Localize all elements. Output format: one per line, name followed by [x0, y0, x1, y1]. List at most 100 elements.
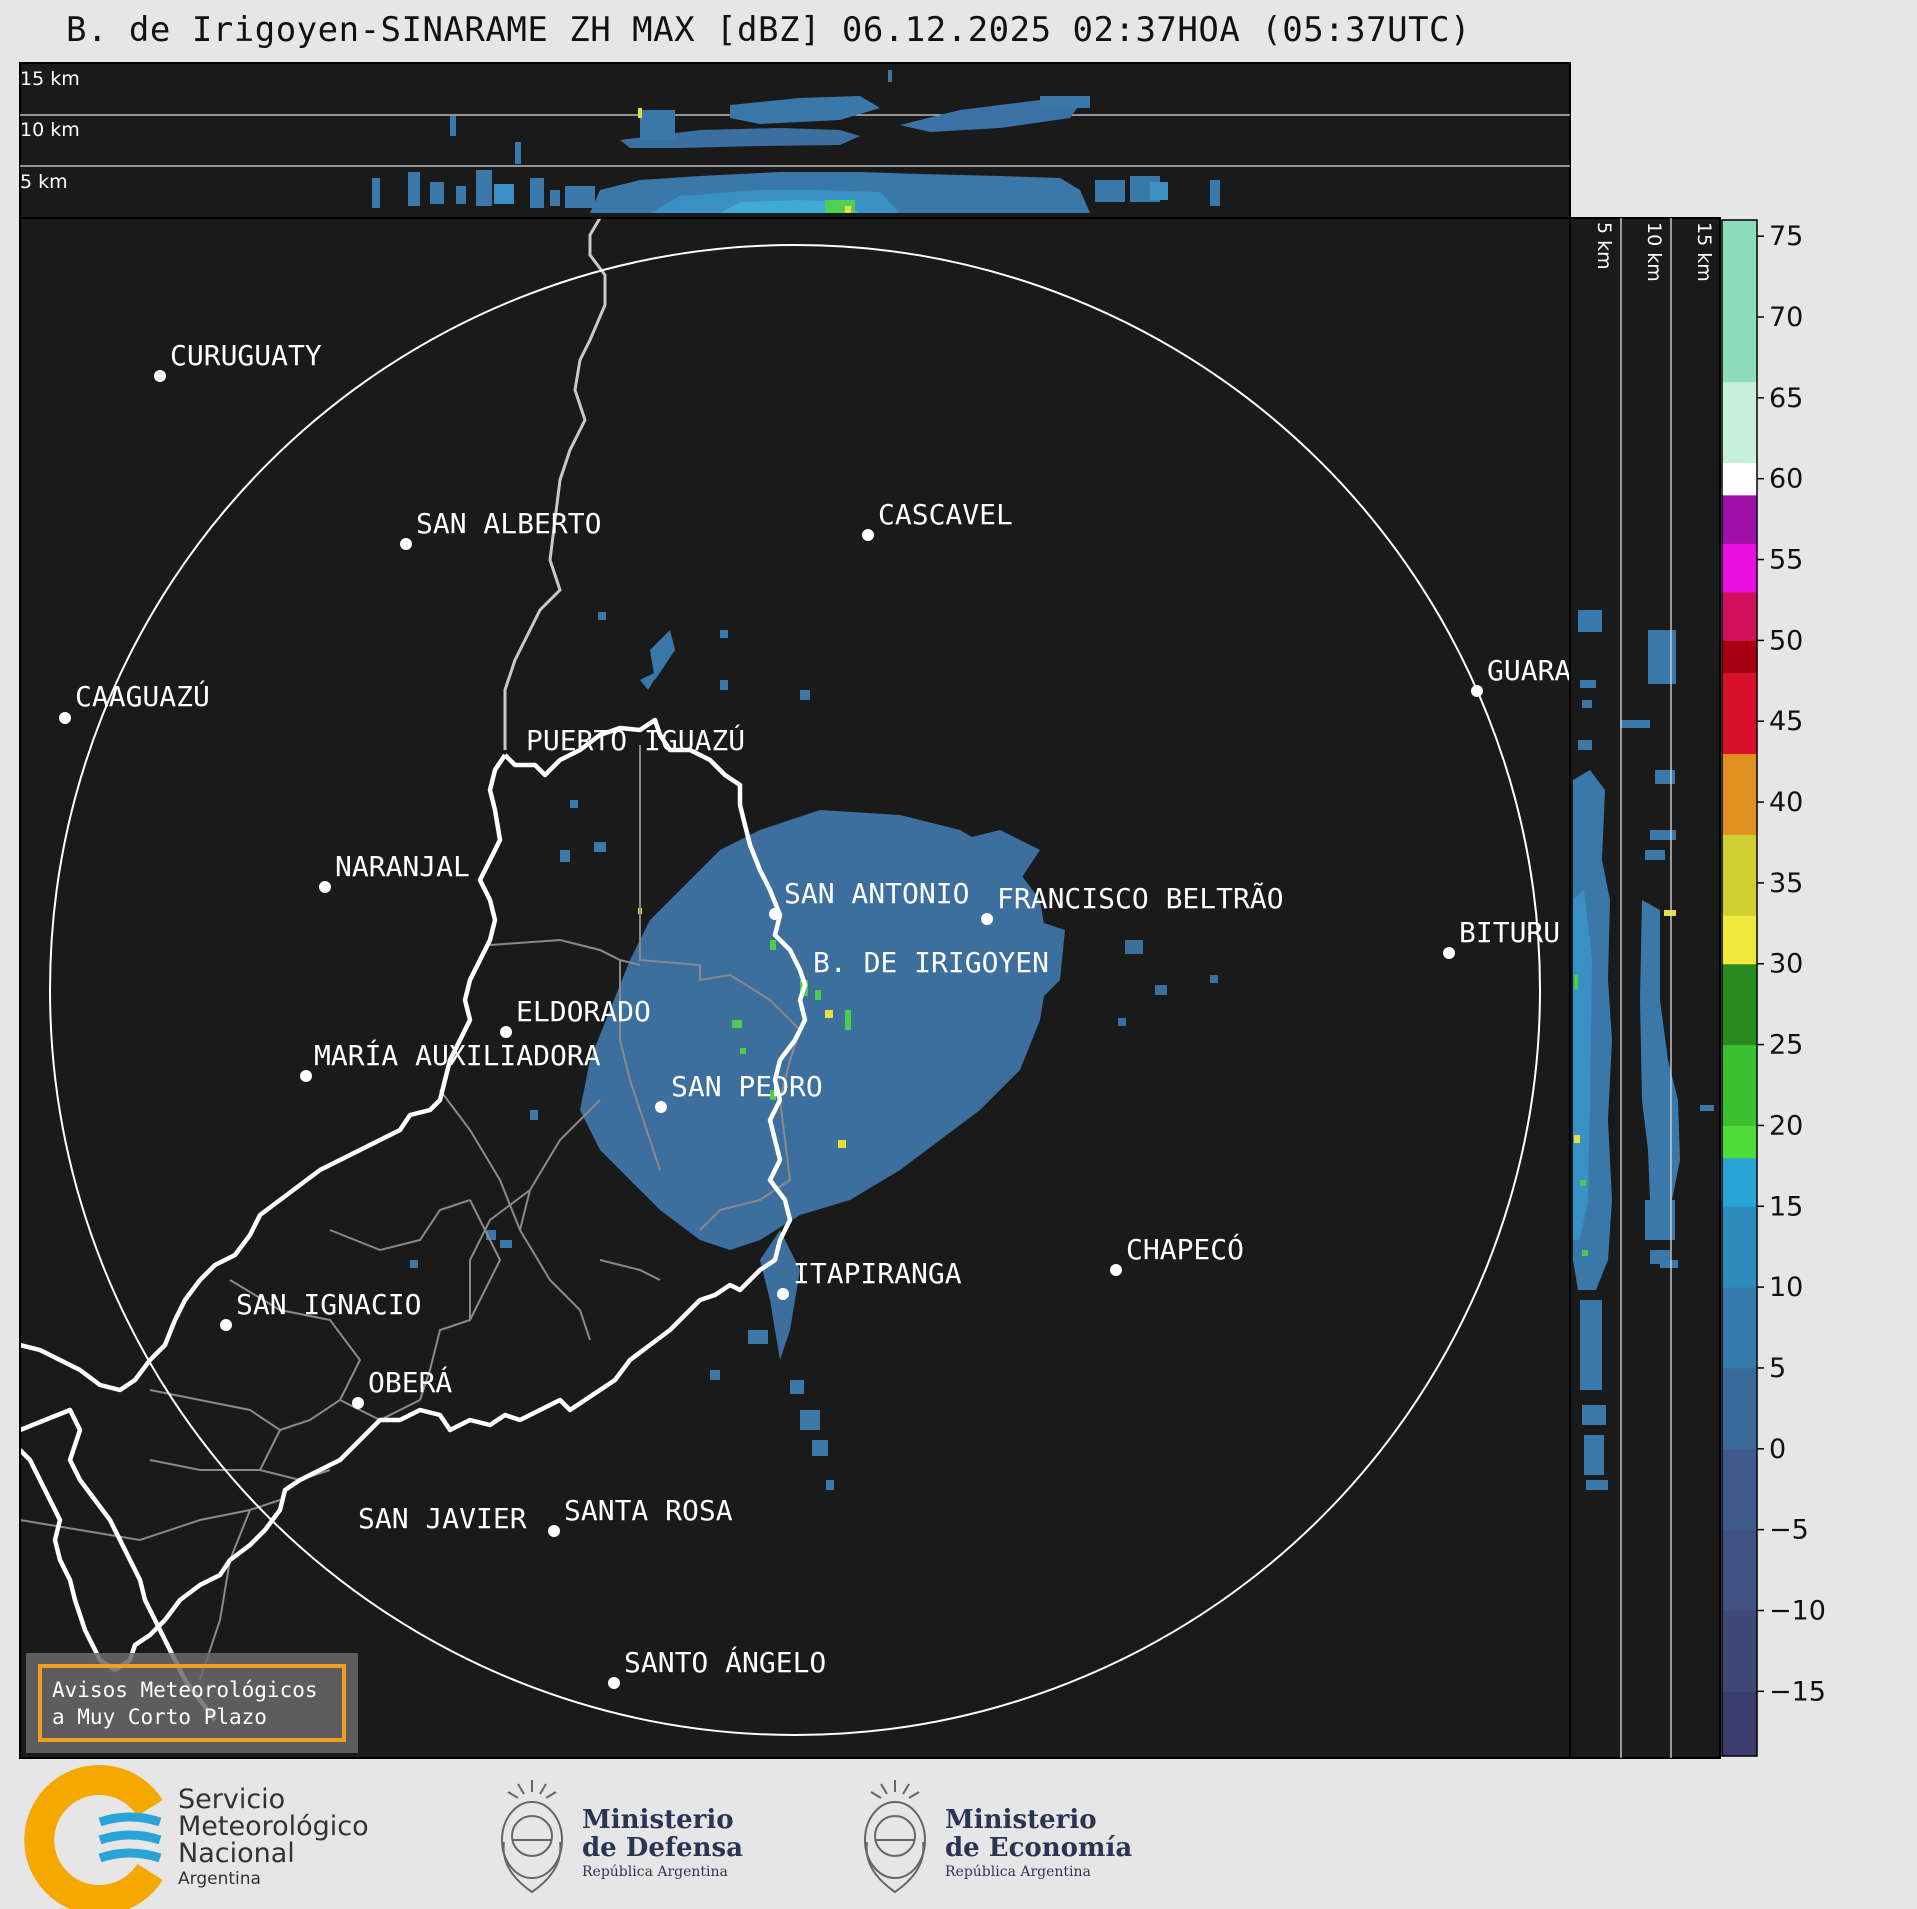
- city-label-bituru: BITURU: [1459, 916, 1560, 949]
- city-dot-caaguazu: [59, 712, 71, 724]
- city-label-francisco-beltrao: FRANCISCO BELTRÃO: [997, 882, 1284, 915]
- city-label-cascavel: CASCAVEL: [878, 498, 1013, 531]
- colorbar-band: [1722, 753, 1757, 835]
- city-label-itapiranga: ITAPIRANGA: [793, 1257, 962, 1290]
- economia-text-2: de Economía: [945, 1833, 1132, 1863]
- city-dot-obera: [352, 1397, 364, 1409]
- defensa-text-1: Ministerio: [582, 1805, 734, 1835]
- colorbar-tick-label: 30: [1769, 949, 1803, 980]
- colorbar-band: [1722, 834, 1757, 916]
- city-label-santo-angelo: SANTO ÁNGELO: [624, 1645, 826, 1679]
- top-profile-label-10km: 10 km: [20, 119, 80, 141]
- argentina-coat-of-arms-icon: [501, 1780, 563, 1894]
- city-dot-santa-rosa: [548, 1525, 560, 1537]
- colorbar-tick-label: 10: [1769, 1272, 1803, 1303]
- page-title: B. de Irigoyen-SINARAME ZH MAX [dBZ] 06.…: [66, 10, 1471, 50]
- colorbar-tick-label: 0: [1769, 1434, 1786, 1465]
- city-label-curuguaty: CURUGUATY: [170, 339, 322, 372]
- colorbar-frame: [1721, 219, 1758, 1757]
- smn-text-4: Argentina: [178, 1869, 261, 1889]
- city-label-b-de-irigoyen: B. DE IRIGOYEN: [813, 946, 1049, 979]
- misiones-west-border: [20, 753, 507, 1393]
- top-profile-label-15km: 15 km: [20, 68, 80, 90]
- colorbar-band: [1722, 1125, 1757, 1159]
- defensa-text-2: de Defensa: [582, 1833, 743, 1863]
- city-label-chapeco: CHAPECÓ: [1126, 1232, 1244, 1266]
- city-dot-curuguaty: [154, 370, 166, 382]
- city-label-puerto-iguazu: PUERTO IGUAZÚ: [526, 723, 745, 757]
- city-dot-guara: [1471, 685, 1483, 697]
- city-label-san-javier: SAN JAVIER: [358, 1502, 527, 1535]
- colorbar-tick-label: 35: [1769, 868, 1803, 899]
- colorbar-tick-label: 45: [1769, 706, 1803, 737]
- colorbar-band: [1722, 1206, 1757, 1288]
- colorbar-tick-label: −15: [1769, 1676, 1826, 1707]
- colorbar-band: [1722, 640, 1757, 674]
- top-height-profile: 15 km 10 km 5 km: [19, 62, 1571, 219]
- economia-text-1: Ministerio: [945, 1805, 1097, 1835]
- colorbar-band: [1722, 1044, 1757, 1126]
- argentina-coat-of-arms-icon: [864, 1780, 926, 1894]
- economia-text-3: República Argentina: [945, 1864, 1091, 1880]
- alert-box-line2: a Muy Corto Plazo: [52, 1705, 267, 1729]
- city-dot-san-ignacio: [220, 1319, 232, 1331]
- map-panel: CURUGUATY SAN ALBERTO CASCAVEL CAAGUAZÚ …: [19, 217, 1571, 1759]
- city-dot-maria-auxiliadora: [300, 1070, 312, 1082]
- radar-range-ring: [49, 244, 1541, 1736]
- paraguay-border: [503, 218, 607, 750]
- colorbar-tick-label: 15: [1769, 1191, 1803, 1222]
- ministerio-economia-logo: Ministerio de Economía República Argenti…: [864, 1780, 1132, 1894]
- colorbar-tick-label: 60: [1769, 464, 1803, 495]
- smn-wave-icon: [98, 1812, 162, 1827]
- colorbar-tick-label: 40: [1769, 787, 1803, 818]
- smn-text-3: Nacional: [178, 1838, 295, 1869]
- city-dot-cascavel: [862, 529, 874, 541]
- city-label-maria-auxiliadora: MARÍA AUXILIADORA: [314, 1038, 601, 1072]
- side-profile-echoes: [1573, 610, 1714, 1490]
- colorbar-tick-label: 65: [1769, 383, 1803, 414]
- colorbar-band: [1722, 1529, 1757, 1611]
- colorbar-tick-label: 50: [1769, 625, 1803, 656]
- smn-logo: Servicio Meteorológico Nacional Argentin…: [24, 1765, 369, 1909]
- alert-box-border: [38, 1664, 346, 1742]
- colorbar-band: [1722, 963, 1757, 1046]
- city-dot-bituru: [1443, 947, 1455, 959]
- city-dot-san-antonio: [769, 908, 781, 920]
- side-profile-label-5km: 5 km: [1593, 222, 1615, 270]
- colorbar-band: [1722, 1691, 1757, 1757]
- colorbar-tick-label: 25: [1769, 1030, 1803, 1061]
- alert-box-line1: Avisos Meteorológicos: [52, 1678, 318, 1702]
- city-dot-chapeco: [1110, 1264, 1122, 1276]
- city-label-san-ignacio: SAN IGNACIO: [236, 1288, 421, 1321]
- colorbar-tick-label: 20: [1769, 1110, 1803, 1141]
- city-label-san-pedro: SAN PEDRO: [671, 1070, 823, 1103]
- smn-orange-arc-icon: [24, 1765, 163, 1909]
- city-dot-santo-angelo: [608, 1677, 620, 1689]
- city-label-santa-rosa: SANTA ROSA: [564, 1494, 733, 1527]
- colorbar-band: [1722, 543, 1757, 593]
- city-label-eldorado: ELDORADO: [516, 995, 651, 1028]
- colorbar-tick-label: 70: [1769, 302, 1803, 333]
- colorbar-tick-label: 75: [1769, 221, 1803, 252]
- alert-box[interactable]: Avisos Meteorológicos a Muy Corto Plazo: [26, 1653, 358, 1753]
- colorbar-band: [1722, 220, 1757, 383]
- city-label-obera: OBERÁ: [368, 1365, 452, 1399]
- colorbar-band: [1722, 1448, 1757, 1531]
- colorbar-band: [1722, 672, 1757, 755]
- colorbar-band: [1722, 591, 1757, 641]
- city-dot-francisco-beltrao: [981, 913, 993, 925]
- city-markers: [59, 370, 1483, 1689]
- colorbar-tick-label: −10: [1769, 1595, 1826, 1626]
- colorbar-band: [1722, 494, 1757, 544]
- city-label-san-antonio: SAN ANTONIO: [784, 877, 969, 910]
- side-profile-label-15km: 15 km: [1693, 222, 1715, 282]
- top-profile-echoes: [372, 70, 1220, 213]
- smn-text-1: Servicio: [178, 1784, 285, 1815]
- colorbar-band: [1722, 1287, 1757, 1369]
- colorbar-band: [1722, 1367, 1757, 1450]
- colorbar-band: [1722, 462, 1757, 496]
- city-label-naranjal: NARANJAL: [335, 850, 470, 883]
- city-label-caaguazu: CAAGUAZÚ: [75, 679, 210, 713]
